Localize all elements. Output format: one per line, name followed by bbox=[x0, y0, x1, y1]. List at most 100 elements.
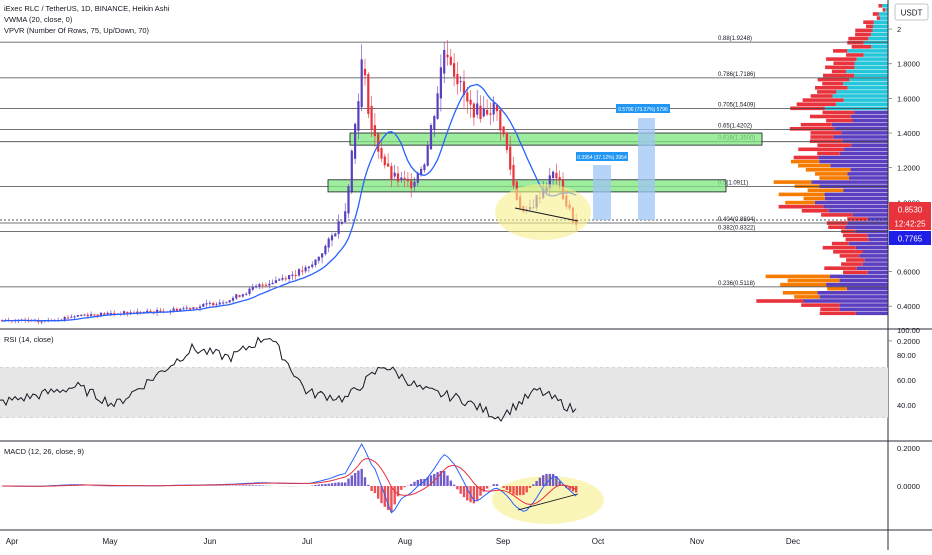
vpvr-indicator-label[interactable]: VPVR (Number Of Rows, 75, Up/Down, 70) bbox=[4, 26, 150, 35]
macd-hist-bar bbox=[476, 486, 478, 500]
candle-body bbox=[394, 173, 396, 177]
highlight-ellipse[interactable] bbox=[495, 184, 591, 240]
vp-bar-up bbox=[847, 287, 888, 291]
candle-body bbox=[413, 182, 415, 187]
countdown: 12:42:25 bbox=[894, 220, 926, 229]
vp-bar-up bbox=[849, 78, 888, 82]
candle-body bbox=[503, 126, 505, 134]
support-zone[interactable] bbox=[350, 133, 762, 145]
candle-body bbox=[331, 235, 333, 240]
candle-body bbox=[242, 294, 244, 296]
candle-body bbox=[397, 173, 399, 181]
macd-hist-bar bbox=[453, 485, 455, 486]
time-tick-apr: Apr bbox=[6, 537, 19, 546]
vp-bar-up bbox=[882, 4, 888, 8]
vp-bar-down bbox=[846, 53, 863, 57]
candle-body bbox=[427, 145, 429, 166]
macd-hist-bar bbox=[502, 486, 504, 488]
candle-body bbox=[314, 260, 316, 265]
vp-bar-up bbox=[833, 94, 888, 98]
macd-tick-label: 0.0000 bbox=[897, 482, 920, 491]
candle-body bbox=[278, 279, 280, 280]
vp-bar-down bbox=[834, 61, 855, 65]
vp-bar-down bbox=[820, 312, 856, 316]
vp-bar-up bbox=[832, 123, 888, 127]
macd-label[interactable]: MACD (12, 26, close, 9) bbox=[4, 447, 85, 456]
candle-body bbox=[559, 177, 561, 180]
candle-body bbox=[351, 151, 353, 192]
measure-bar[interactable] bbox=[638, 118, 655, 220]
candle-body bbox=[390, 166, 392, 179]
candle-body bbox=[318, 257, 320, 261]
vp-bar-down bbox=[815, 172, 847, 176]
candle-body bbox=[552, 172, 554, 178]
candle-body bbox=[367, 74, 369, 114]
macd-hist-bar bbox=[318, 485, 320, 486]
price-tick-label: 1.6000 bbox=[897, 94, 920, 103]
last-price: 0.8530 bbox=[898, 206, 923, 215]
vp-bar-up bbox=[803, 299, 888, 303]
candle-body bbox=[476, 103, 478, 114]
candle-body bbox=[324, 246, 326, 254]
vp-bar-up bbox=[867, 234, 888, 238]
vp-bar-down bbox=[855, 29, 872, 33]
rsi-tick-label: 40.00 bbox=[897, 401, 916, 410]
macd-hist-bar bbox=[367, 485, 369, 486]
candle-body bbox=[295, 275, 297, 276]
candle-body bbox=[202, 304, 204, 307]
vp-bar-up bbox=[819, 160, 888, 164]
candle-body bbox=[245, 294, 247, 295]
fib-label: 0.65(1.4202) bbox=[718, 124, 752, 130]
vp-bar-up bbox=[811, 180, 888, 184]
macd-hist-bar bbox=[436, 472, 438, 486]
time-tick-sep: Sep bbox=[496, 537, 511, 546]
candle-body bbox=[70, 317, 72, 318]
vp-bar-down bbox=[822, 82, 843, 86]
candle-body bbox=[400, 178, 402, 180]
vp-bar-down bbox=[783, 291, 818, 295]
vp-bar-up bbox=[843, 139, 888, 143]
candle-body bbox=[387, 163, 389, 166]
vp-bar-up bbox=[856, 312, 888, 316]
vp-bar-up bbox=[859, 254, 888, 258]
vp-bar-up bbox=[846, 70, 888, 74]
measure-bar[interactable] bbox=[593, 165, 611, 220]
candle-body bbox=[146, 311, 148, 312]
vp-bar-down bbox=[797, 102, 836, 106]
candle-body bbox=[186, 308, 188, 309]
macd-hist-bar bbox=[377, 486, 379, 499]
macd-hist-bar bbox=[370, 486, 372, 491]
candle-body bbox=[149, 311, 151, 312]
candle-body bbox=[344, 211, 346, 222]
macd-hist-bar bbox=[347, 479, 349, 486]
vp-bar-down bbox=[810, 139, 843, 143]
vp-bar-down bbox=[878, 4, 882, 8]
candle-body bbox=[466, 92, 468, 101]
vp-bar-down bbox=[843, 234, 867, 238]
candle-body bbox=[288, 275, 290, 279]
candle-body bbox=[489, 113, 491, 114]
vp-bar-up bbox=[843, 189, 888, 193]
candle-body bbox=[265, 285, 267, 286]
rsi-label[interactable]: RSI (14, close) bbox=[4, 335, 54, 344]
vp-bar-up bbox=[857, 266, 888, 270]
candle-body bbox=[248, 289, 250, 294]
vp-bar-up bbox=[834, 127, 888, 131]
macd-hist-bar bbox=[331, 483, 333, 486]
candle-body bbox=[506, 133, 508, 150]
vwma-indicator-label[interactable]: VWMA (20, close, 0) bbox=[4, 15, 73, 24]
candle-body bbox=[440, 67, 442, 98]
vp-bar-down bbox=[798, 164, 830, 168]
time-tick-may: May bbox=[102, 537, 117, 546]
vp-bar-up bbox=[847, 49, 888, 53]
candle-body bbox=[262, 285, 264, 286]
candle-body bbox=[229, 300, 231, 302]
vp-bar-down bbox=[794, 156, 818, 160]
price-tick-label: 2 bbox=[897, 25, 901, 34]
vp-bar-up bbox=[853, 213, 888, 217]
macd-hist-bar bbox=[413, 482, 415, 486]
macd-highlight[interactable] bbox=[492, 476, 604, 524]
candle-body bbox=[407, 179, 409, 181]
